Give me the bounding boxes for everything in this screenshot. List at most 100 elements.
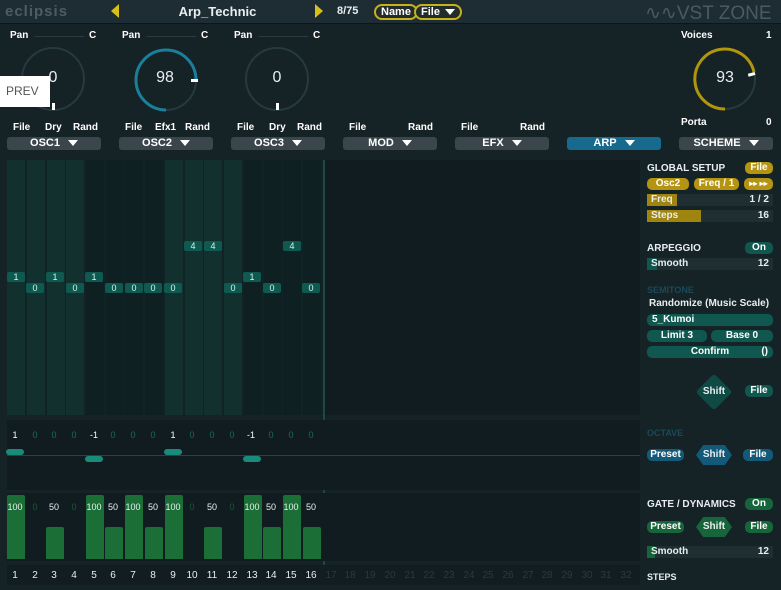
step-number[interactable]: 1 (12, 570, 18, 581)
semitone-step[interactable]: 4 (184, 241, 202, 251)
octave-step[interactable]: 0 (189, 430, 195, 440)
porta-value[interactable]: 0 (766, 117, 772, 128)
step-number[interactable]: 29 (561, 570, 573, 581)
gate-toggle[interactable]: On (745, 498, 773, 510)
semitone-step[interactable]: 4 (283, 241, 301, 251)
pan-slider[interactable] (258, 36, 308, 37)
efx-file-button[interactable]: File (461, 122, 479, 133)
step-number[interactable]: 28 (541, 570, 553, 581)
gate-bar[interactable] (86, 495, 104, 559)
octave-step[interactable]: 1 (170, 430, 176, 440)
step-number[interactable]: 23 (443, 570, 455, 581)
osc1-dropdown[interactable]: OSC1 (7, 137, 101, 150)
step-number[interactable]: 6 (110, 570, 116, 581)
global-file-button[interactable]: File (745, 162, 773, 174)
semitone-step[interactable]: 0 (263, 283, 281, 293)
pan-value[interactable]: C (89, 30, 97, 41)
step-number[interactable]: 14 (265, 570, 277, 581)
osc3-rand-button[interactable]: Rand (297, 122, 322, 133)
step-number[interactable]: 2 (32, 570, 38, 581)
steps-slider[interactable]: Steps 16 (647, 210, 773, 222)
master-volume-knob[interactable] (692, 46, 758, 112)
file-menu-button[interactable]: File (414, 4, 462, 20)
octave-step[interactable]: 0 (110, 430, 116, 440)
mod-dropdown[interactable]: MOD (343, 137, 437, 150)
step-number[interactable]: 25 (482, 570, 494, 581)
osc3-dry-button[interactable]: Dry (269, 122, 286, 133)
gate-bar[interactable] (204, 527, 222, 559)
osc2-rand-button[interactable]: Rand (185, 122, 210, 133)
octave-step[interactable]: 1 (12, 430, 18, 440)
step-number[interactable]: 22 (423, 570, 435, 581)
arpeggio-toggle[interactable]: On (745, 242, 773, 254)
step-number[interactable]: 12 (226, 570, 238, 581)
octave-bar[interactable] (85, 456, 103, 462)
gate-bar[interactable] (283, 495, 301, 559)
loop-end-marker[interactable] (323, 160, 325, 585)
osc1-dry-button[interactable]: Dry (45, 122, 62, 133)
step-number[interactable]: 31 (600, 570, 612, 581)
scheme-tab[interactable]: SCHEME (679, 137, 773, 150)
step-number[interactable]: 7 (130, 570, 136, 581)
semitone-step[interactable]: 0 (26, 283, 44, 293)
gate-shift-button[interactable]: Shift (696, 515, 732, 539)
gate-bar[interactable] (7, 495, 25, 559)
step-number[interactable]: 21 (404, 570, 416, 581)
limit-button[interactable]: Limit 3 (647, 330, 707, 342)
octave-step[interactable]: 0 (268, 430, 274, 440)
octave-bar[interactable] (6, 449, 24, 455)
osc1-file-button[interactable]: File (13, 122, 31, 133)
pan-value[interactable]: C (313, 30, 321, 41)
semitone-step[interactable]: 0 (66, 283, 84, 293)
step-number[interactable]: 5 (91, 570, 97, 581)
preset-name[interactable]: Arp_Technic (178, 4, 257, 19)
osc2-level-knob[interactable] (133, 47, 199, 113)
arp-tab[interactable]: ARP (567, 137, 661, 150)
pan-value[interactable]: C (201, 30, 209, 41)
octave-step[interactable]: -1 (246, 430, 255, 440)
fast-forward-icon[interactable]: ▸▸ ▸▸ (744, 178, 773, 190)
voices-value[interactable]: 1 (766, 30, 772, 41)
freq-divider-button[interactable]: Freq / 1 (694, 178, 739, 190)
mod-rand-button[interactable]: Rand (408, 122, 433, 133)
semitone-step[interactable]: 1 (46, 272, 64, 282)
octave-preset-button[interactable]: Preset (647, 449, 684, 461)
semitone-step[interactable]: 1 (7, 272, 25, 282)
osc3-file-button[interactable]: File (237, 122, 255, 133)
base-button[interactable]: Base 0 (711, 330, 773, 342)
semitone-step[interactable]: 0 (302, 283, 320, 293)
octave-file-button[interactable]: File (743, 449, 773, 461)
osc1-rand-button[interactable]: Rand (73, 122, 98, 133)
octave-step[interactable]: -1 (89, 430, 98, 440)
gate-bar[interactable] (105, 527, 123, 559)
confirm-button[interactable]: Confirm () (647, 346, 773, 358)
gate-bar[interactable] (244, 495, 262, 559)
step-number[interactable]: 10 (186, 570, 198, 581)
osc2-efx1-button[interactable]: Efx1 (155, 122, 177, 133)
semitone-step[interactable]: 0 (164, 283, 182, 293)
step-number[interactable]: 16 (305, 570, 317, 581)
octave-step[interactable]: 0 (71, 430, 77, 440)
octave-step[interactable]: 0 (130, 430, 136, 440)
arp-smooth-slider[interactable]: Smooth 12 (647, 258, 773, 270)
gate-bar[interactable] (145, 527, 163, 559)
gate-bar[interactable] (165, 495, 183, 559)
semitone-step[interactable]: 1 (243, 272, 261, 282)
osc3-dropdown[interactable]: OSC3 (231, 137, 325, 150)
efx-rand-button[interactable]: Rand (520, 122, 545, 133)
step-number[interactable]: 26 (502, 570, 514, 581)
gate-bar[interactable] (303, 527, 321, 559)
prev-preset-arrow-icon[interactable] (111, 4, 119, 18)
semitone-step[interactable]: 4 (204, 241, 222, 251)
octave-bar[interactable] (243, 456, 261, 462)
octave-step[interactable]: 0 (51, 430, 57, 440)
next-preset-arrow-icon[interactable] (315, 4, 323, 18)
step-number[interactable]: 8 (150, 570, 156, 581)
gate-smooth-slider[interactable]: Smooth 12 (647, 546, 773, 558)
semitone-step[interactable]: 0 (105, 283, 123, 293)
step-number[interactable]: 13 (246, 570, 258, 581)
gate-bar[interactable] (263, 527, 281, 559)
step-number[interactable]: 24 (463, 570, 475, 581)
octave-step[interactable]: 0 (32, 430, 38, 440)
mod-file-button[interactable]: File (349, 122, 367, 133)
